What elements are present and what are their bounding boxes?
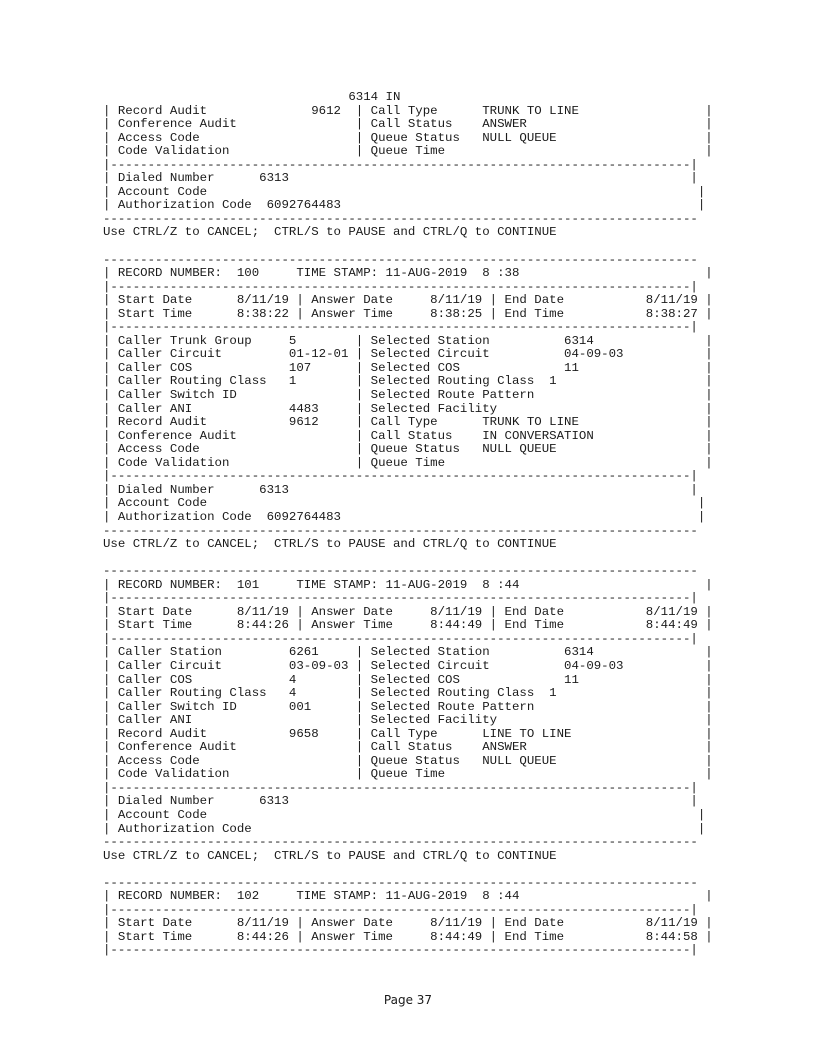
record-line: | Conference Audit | Call Status ANSWER … [103,117,713,132]
record-line: | Start Date 8/11/19 | Answer Date 8/11/… [103,604,713,619]
record-line: ----------------------------------------… [103,523,698,538]
record-line: | Access Code | Queue Status NULL QUEUE … [103,130,713,145]
record-line: | Caller Routing Class 1 | Selected Rout… [103,374,713,389]
record-line: ----------------------------------------… [103,211,698,226]
record-line: | Authorization Code 6092764483 | [103,509,706,524]
record-line: | Authorization Code | [103,821,706,836]
control-hint-line: Use CTRL/Z to CANCEL; CTRL/S to PAUSE an… [103,848,557,863]
record-line: | Record Audit 9612 | Call Type TRUNK TO… [103,415,713,430]
record-line: | Start Date 8/11/19 | Answer Date 8/11/… [103,293,713,308]
record-line: | Code Validation | Queue Time | [103,455,713,470]
record-line: ----------------------------------------… [103,564,698,579]
record-line: | Caller COS 4 | Selected COS 11 | [103,672,713,687]
record-line: | Account Code | [103,807,706,822]
record-line: | Dialed Number 6313 | [103,794,698,809]
record-line: | Account Code | [103,184,706,199]
record-line: | Code Validation | Queue Time | [103,767,713,782]
record-header-line: | RECORD NUMBER: 100 TIME STAMP: 11-AUG-… [103,266,713,281]
record-line: |---------------------------------------… [103,631,698,646]
record-line: |---------------------------------------… [103,591,698,606]
record-line: ----------------------------------------… [103,875,698,890]
record-line: ----------------------------------------… [103,835,698,850]
record-line: | Caller Circuit 01-12-01 | Selected Cir… [103,347,713,362]
record-line: |---------------------------------------… [103,157,698,172]
record-line: | Access Code | Queue Status NULL QUEUE … [103,753,713,768]
record-line: | Dialed Number 6313 | [103,171,698,186]
record-line: | Account Code | [103,496,706,511]
record-line: | Caller Switch ID | Selected Route Patt… [103,388,713,403]
record-line: 6314 IN [103,90,401,104]
record-line: | Caller Trunk Group 5 | Selected Statio… [103,333,713,348]
record-line: | Code Validation | Queue Time | [103,144,713,159]
record-line: |---------------------------------------… [103,469,698,484]
record-line: | Conference Audit | Call Status IN CONV… [103,428,713,443]
record-line: | Record Audit 9612 | Call Type TRUNK TO… [103,103,713,118]
control-hint-line: Use CTRL/Z to CANCEL; CTRL/S to PAUSE an… [103,537,557,552]
record-line: | Access Code | Queue Status NULL QUEUE … [103,442,713,457]
record-line: | Conference Audit | Call Status ANSWER … [103,740,713,755]
record-line: |---------------------------------------… [103,943,698,958]
record-line: | Start Time 8:38:22 | Answer Time 8:38:… [103,306,713,321]
record-line: | Start Time 8:44:26 | Answer Time 8:44:… [103,929,713,944]
record-line: ----------------------------------------… [103,252,698,267]
record-line: | Caller Routing Class 4 | Selected Rout… [103,686,713,701]
record-line: | Caller ANI | Selected Facility | [103,713,713,728]
record-line: |---------------------------------------… [103,902,698,917]
record-line: | Record Audit 9658 | Call Type LINE TO … [103,726,713,741]
record-line: |---------------------------------------… [103,320,698,335]
control-hint-line: Use CTRL/Z to CANCEL; CTRL/S to PAUSE an… [103,225,557,240]
call-record-printout: 6314 IN | Record Audit 9612 | Call Type T… [103,90,713,958]
record-line: | Caller Circuit 03-09-03 | Selected Cir… [103,658,713,673]
record-line: | Start Time 8:44:26 | Answer Time 8:44:… [103,618,713,633]
record-header-line: | RECORD NUMBER: 102 TIME STAMP: 11-AUG-… [103,889,713,904]
record-line: | Authorization Code 6092764483 | [103,198,706,213]
record-line: |---------------------------------------… [103,279,698,294]
record-line [103,240,713,254]
record-line: |---------------------------------------… [103,780,698,795]
page-number: Page 37 [383,993,433,1007]
record-line [103,552,713,566]
record-line: | Dialed Number 6313 | [103,482,698,497]
record-line [103,863,713,877]
record-header-line: | RECORD NUMBER: 101 TIME STAMP: 11-AUG-… [103,577,713,592]
record-line: | Caller COS 107 | Selected COS 11 | [103,360,713,375]
record-line: | Caller ANI 4483 | Selected Facility | [103,401,713,416]
record-line: | Caller Switch ID 001 | Selected Route … [103,699,713,714]
record-line: | Caller Station 6261 | Selected Station… [103,645,713,660]
record-line: | Start Date 8/11/19 | Answer Date 8/11/… [103,916,713,931]
